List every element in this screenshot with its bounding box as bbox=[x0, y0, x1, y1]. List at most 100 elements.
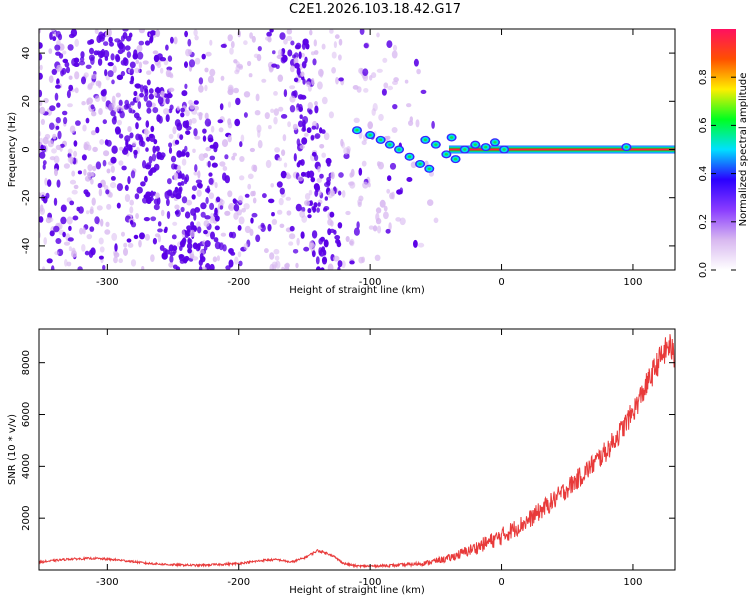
spectrogram-cell bbox=[151, 153, 157, 162]
spectrogram-cell bbox=[399, 187, 404, 195]
spectrogram-cell bbox=[160, 67, 164, 74]
spectrogram-cell bbox=[134, 67, 141, 74]
spectrogram-cell bbox=[288, 233, 296, 240]
spectrogram-cell bbox=[123, 58, 129, 66]
spectrogram-cell bbox=[94, 216, 100, 225]
spectrogram-cell bbox=[358, 167, 363, 176]
spectrogram-cell bbox=[319, 173, 324, 179]
spectrogram-cell bbox=[120, 35, 125, 42]
spectrogram-cell bbox=[220, 43, 227, 48]
spectrogram-cell bbox=[50, 29, 56, 32]
spectrogram-cell bbox=[243, 40, 248, 46]
spectrogram-cell bbox=[302, 38, 309, 46]
spectrogram-cell bbox=[272, 264, 277, 270]
spectrogram-cell bbox=[207, 75, 215, 84]
spectrogram-cell bbox=[204, 67, 209, 73]
spectrogram-cell bbox=[85, 191, 91, 198]
spectrogram-cell bbox=[361, 140, 367, 146]
spectrogram-cell bbox=[116, 74, 124, 81]
spectrogram-cell bbox=[73, 140, 78, 147]
spectrogram-cell bbox=[180, 206, 185, 213]
spectrogram-cell bbox=[43, 237, 47, 245]
spectrogram-cell bbox=[129, 144, 133, 153]
spectrogram-cell bbox=[197, 182, 203, 189]
carrier-line bbox=[448, 148, 675, 151]
y-tick-label: 2000 bbox=[21, 505, 32, 530]
spectrogram-cell bbox=[314, 133, 321, 139]
spectrogram-cell bbox=[79, 227, 84, 235]
spectrogram-cell bbox=[129, 206, 134, 214]
spectrogram-cell bbox=[323, 249, 327, 256]
spectrogram-cell bbox=[346, 146, 351, 153]
spectrogram-cell bbox=[69, 125, 76, 134]
spectrogram-cell bbox=[82, 124, 87, 132]
spectrogram-cell bbox=[317, 165, 321, 173]
spectrogram-cell bbox=[143, 194, 149, 199]
spectrogram-cell bbox=[254, 110, 261, 116]
spectrogram-cell bbox=[129, 61, 136, 69]
spectrogram-cell bbox=[227, 190, 233, 198]
spectrogram-cell bbox=[233, 203, 240, 212]
x-tick-label: -100 bbox=[359, 277, 382, 288]
spectrogram-cell bbox=[124, 184, 129, 191]
spectrogram-cell bbox=[41, 266, 46, 270]
spectrogram-cell bbox=[371, 72, 377, 79]
spectrogram-cell bbox=[292, 54, 296, 59]
spectrogram-cell bbox=[168, 133, 174, 139]
spectrogram-cell bbox=[262, 193, 267, 199]
spectrogram-cell bbox=[318, 247, 323, 256]
spectrogram-cell bbox=[381, 88, 387, 96]
spectrogram-cell bbox=[55, 238, 62, 244]
spectrogram-cell bbox=[282, 134, 287, 142]
spectrogram-cell bbox=[111, 79, 115, 85]
spectrogram-cell bbox=[144, 40, 151, 46]
spectrogram-cell bbox=[220, 232, 227, 237]
spectrogram-cell bbox=[205, 196, 209, 205]
spectrogram-cell bbox=[337, 266, 341, 270]
spectrogram-cell bbox=[115, 92, 121, 98]
spectrogram-cell bbox=[279, 32, 286, 40]
spectrogram-cell bbox=[90, 56, 95, 65]
spectrogram-cell bbox=[142, 160, 147, 169]
y-tick-label: 8000 bbox=[21, 350, 32, 375]
spectrogram-cell bbox=[274, 147, 280, 153]
spectrogram-cell bbox=[295, 262, 299, 269]
spectrogram-cell bbox=[146, 79, 151, 86]
spectrogram-cell bbox=[135, 59, 140, 65]
spectrogram-cell bbox=[194, 164, 198, 173]
spectrogram-cell bbox=[165, 69, 171, 78]
spectrogram-cell bbox=[205, 51, 212, 57]
spectrogram-cell bbox=[238, 195, 244, 204]
spectrogram-cell bbox=[118, 146, 124, 151]
spectrogram-cell bbox=[277, 49, 283, 57]
spectrogram-cell bbox=[140, 181, 146, 187]
spectrogram-cell bbox=[129, 80, 134, 85]
spectrogram-cell bbox=[317, 202, 321, 207]
spectrogram-cell bbox=[91, 197, 96, 206]
spectrogram-cell bbox=[177, 165, 182, 171]
spectrogram-cell bbox=[142, 60, 149, 65]
spectrogram-cell bbox=[43, 97, 49, 104]
spectrogram-cell bbox=[77, 170, 82, 175]
spectrogram-cell bbox=[279, 187, 285, 195]
spectrogram-cell bbox=[228, 259, 234, 268]
spectrogram-cell bbox=[173, 172, 179, 181]
spectrogram-cell bbox=[299, 144, 305, 150]
spectrogram-cell bbox=[416, 68, 421, 75]
spectrogram-cell bbox=[61, 110, 68, 116]
spectrogram-cell bbox=[101, 89, 107, 97]
spectrogram-cell bbox=[111, 145, 118, 154]
spectrogram-cell bbox=[331, 67, 336, 74]
spectrogram-cell bbox=[52, 36, 57, 42]
spectrogram-cell bbox=[217, 119, 224, 124]
transition-blob-core bbox=[427, 167, 431, 170]
spectrogram-cell bbox=[238, 216, 245, 225]
y-tick-label: 0 bbox=[21, 146, 32, 152]
spectrogram-cell bbox=[281, 266, 285, 270]
spectrogram-cell bbox=[227, 101, 232, 108]
spectrogram-cell bbox=[66, 216, 73, 225]
spectrogram-cell bbox=[133, 49, 138, 57]
spectrogram-cell bbox=[133, 90, 138, 97]
spectrogram-cell bbox=[55, 117, 61, 124]
spectrogram-cell bbox=[273, 116, 278, 125]
